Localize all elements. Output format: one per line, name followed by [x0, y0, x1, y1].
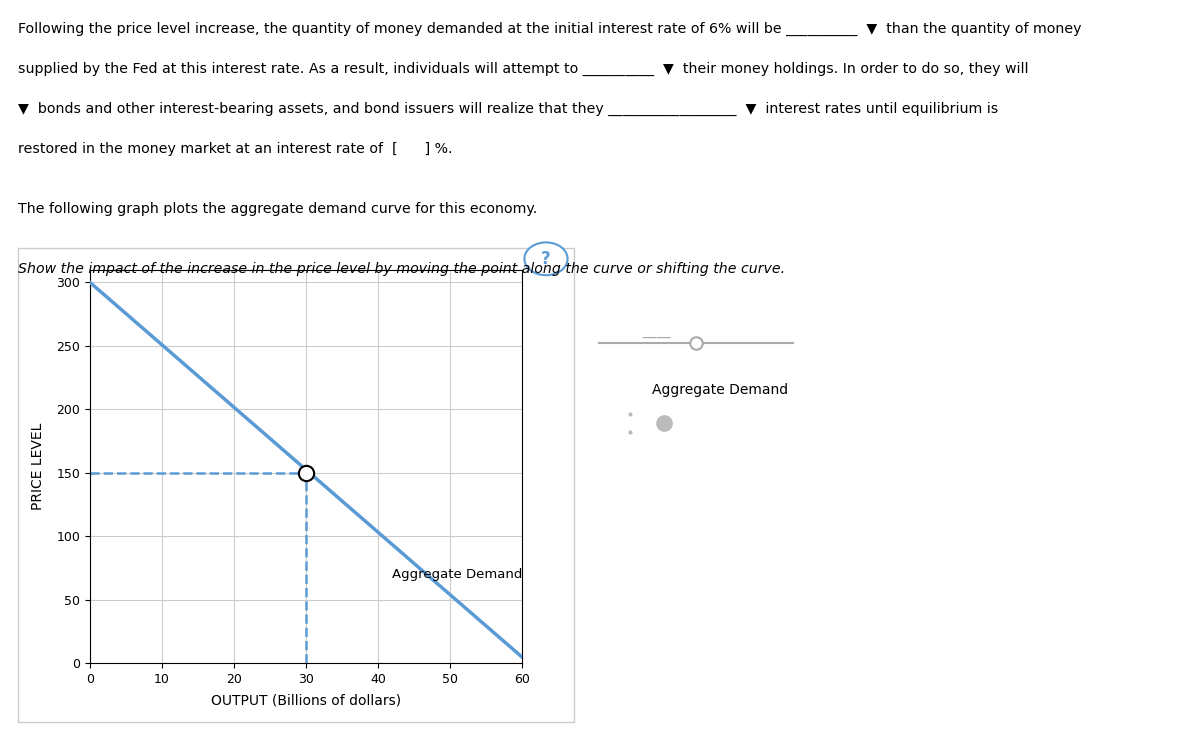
Text: Aggregate Demand: Aggregate Demand: [392, 568, 523, 581]
Y-axis label: PRICE LEVEL: PRICE LEVEL: [31, 423, 46, 510]
Text: ▼  bonds and other interest-bearing assets, and bond issuers will realize that t: ▼ bonds and other interest-bearing asset…: [18, 102, 998, 116]
Text: ?: ?: [541, 250, 551, 268]
Text: Aggregate Demand: Aggregate Demand: [652, 383, 788, 397]
Text: supplied by the Fed at this interest rate. As a result, individuals will attempt: supplied by the Fed at this interest rat…: [18, 62, 1028, 76]
Text: Show the impact of the increase in the price level by moving the point along the: Show the impact of the increase in the p…: [18, 262, 785, 276]
X-axis label: OUTPUT (Billions of dollars): OUTPUT (Billions of dollars): [211, 693, 401, 707]
Text: restored in the money market at an interest rate of  [      ] %.: restored in the money market at an inter…: [18, 142, 452, 156]
Circle shape: [524, 242, 568, 275]
Text: ——: ——: [642, 330, 672, 344]
Text: Following the price level increase, the quantity of money demanded at the initia: Following the price level increase, the …: [18, 22, 1081, 36]
Text: The following graph plots the aggregate demand curve for this economy.: The following graph plots the aggregate …: [18, 203, 538, 217]
